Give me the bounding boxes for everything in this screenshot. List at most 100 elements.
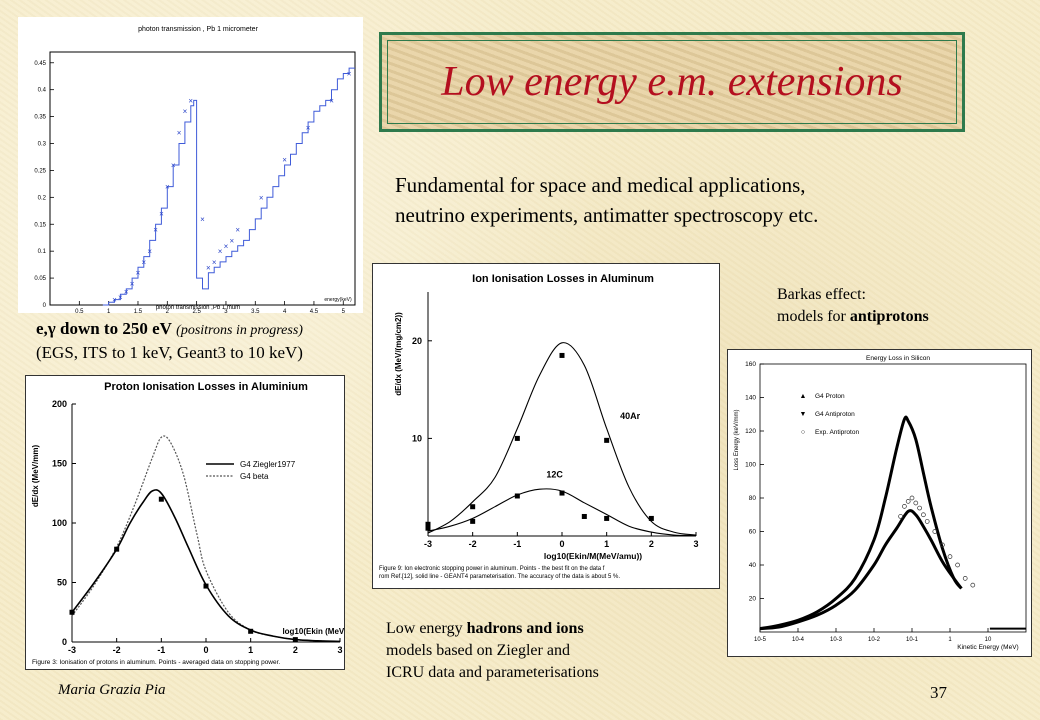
- silicon-y-tick-label: 20: [749, 596, 757, 603]
- photon-caption: e,γ down to 250 eV (positrons in progres…: [36, 318, 303, 364]
- intro-line-1: Fundamental for space and medical applic…: [395, 173, 806, 197]
- proton-x-tick-label: -3: [68, 645, 76, 655]
- photon-x-label: photon transmission ,Pb 1 mum: [156, 305, 240, 311]
- ion-x-tick-label: 1: [604, 539, 609, 549]
- photon-point: ×: [224, 242, 229, 251]
- ion-ar-point: [514, 435, 520, 441]
- footer-author: Maria Grazia Pia: [58, 682, 166, 698]
- photon-y-tick-label: 0.25: [34, 168, 46, 174]
- silicon-exp-point: [955, 562, 960, 568]
- proton-x-tick-label: -2: [113, 645, 121, 655]
- ion-x-tick-label: -1: [513, 539, 521, 549]
- photon-x-tick-label: 3.5: [251, 309, 260, 313]
- photon-x-tick-label: 4.5: [310, 309, 319, 313]
- ion-ar-line: [427, 342, 697, 536]
- silicon-y-tick-label: 40: [749, 562, 757, 569]
- silicon-legend-label: G4 Proton: [815, 393, 845, 400]
- ion-y-label: dE/dx (MeV/(mg/cm2)): [394, 312, 403, 396]
- photon-y-tick-label: 0.3: [38, 142, 47, 148]
- ion-ar-point: [648, 515, 654, 521]
- proton-y-tick-label: 200: [52, 399, 67, 409]
- proton-caption: Figure 3: Ionisation of protons in alumi…: [32, 659, 280, 666]
- proton-ionisation-chart: Proton Ionisation Losses in Aluminium -3 -…: [31, 381, 350, 666]
- hadron-caption: Low energy hadrons and ions models based…: [386, 618, 599, 684]
- photon-y-tick-label: 0.15: [34, 222, 46, 228]
- photon-y-tick-label: 0.35: [34, 115, 46, 121]
- photon-point: ×: [159, 209, 164, 218]
- silicon-exp-point: [932, 529, 938, 534]
- silicon-x-tick-label: 10-5: [754, 637, 767, 643]
- ion-ionisation-chart: Ion Ionisation Losses in Aluminum -3 -2 -1 0…: [379, 273, 699, 580]
- proton-chart-title: Proton Ionisation Losses in Aluminium: [104, 381, 308, 393]
- ion-ionisation-plot: Ion Ionisation Losses in Aluminum -3 -2 -1 0…: [372, 263, 720, 589]
- silicon-y-label: Loss Energy (keV/mm): [734, 409, 740, 470]
- photon-point: ×: [118, 293, 123, 302]
- proton-y-tick-label: 150: [52, 459, 67, 469]
- photon-point: ×: [171, 161, 176, 170]
- barkas-caption: Barkas effect: models for antiprotons: [777, 284, 929, 328]
- ion-x-label: log10(Ekin/M(MeV/amu)): [544, 551, 642, 561]
- silicon-antiproton-line: [759, 509, 963, 631]
- silicon-y-tick-label: 80: [749, 495, 757, 502]
- proton-x-tick-label: 1: [248, 645, 253, 655]
- ion-c-point: [581, 513, 587, 519]
- photon-x-tick-label: 2: [166, 309, 170, 313]
- barkas-line-2-pre: models for: [777, 308, 850, 325]
- photon-point: ×: [112, 296, 117, 305]
- silicon-exp-point: [970, 582, 976, 588]
- silicon-exp-point: [905, 499, 911, 504]
- photon-point: ×: [206, 263, 211, 272]
- proton-x-tick-label: -1: [157, 645, 165, 655]
- silicon-x-tick-label: 10-2: [868, 637, 881, 643]
- silicon-exp-point: [898, 514, 903, 519]
- photon-point: ×: [259, 193, 264, 202]
- silicon-legend-label: G4 Antiproton: [815, 411, 855, 418]
- ion-x-tick-label: 0: [559, 539, 564, 549]
- photon-point: ×: [329, 96, 334, 105]
- photon-y-tick-label: 0.4: [38, 88, 47, 94]
- photon-caption-bold: e,γ down to 250 eV: [36, 319, 172, 338]
- barkas-line-2-bold: antiprotons: [849, 308, 929, 325]
- silicon-frame: [759, 363, 1027, 633]
- photon-point: ×: [177, 129, 182, 138]
- ion-x-tick-label: 2: [649, 539, 654, 549]
- photon-transmission-plot: photon transmission , Pb 1 micrometer pho…: [18, 17, 363, 315]
- silicon-chart-title: Energy Loss in Silicon: [866, 355, 930, 362]
- silicon-exp-point: [962, 576, 968, 581]
- photon-point: ×: [165, 183, 170, 192]
- silicon-exp-point: [902, 504, 907, 509]
- proton-y-tick-label: 100: [52, 518, 67, 528]
- photon-x-tick-label: 3: [224, 309, 228, 313]
- silicon-proton-line: [759, 415, 963, 631]
- silicon-y-tick-label: 120: [745, 428, 756, 435]
- silicon-y-tick-label: 60: [749, 529, 757, 536]
- photon-x-tick-label: 1.5: [134, 309, 143, 313]
- silicon-x-tick-label: 1: [948, 637, 952, 643]
- photon-point: ×: [200, 215, 205, 224]
- page-number: 37: [930, 683, 947, 702]
- proton-x-label: log10(Ekin (MeV)): [282, 627, 344, 636]
- proton-legend-label-2: G4 beta: [240, 472, 269, 481]
- silicon-energy-loss-chart: Energy Loss in Silicon Kinetic Energy (Me…: [734, 355, 1027, 651]
- hadron-line-1-bold: hadrons and ions: [466, 620, 584, 637]
- proton-ionisation-plot: Proton Ionisation Losses in Aluminium -3 -…: [25, 375, 350, 670]
- ion-x-tick-label: -2: [469, 539, 477, 549]
- silicon-exp-point: [940, 542, 945, 548]
- silicon-exp-point: [921, 512, 926, 518]
- proton-legend-label-1: G4 Ziegler1977: [240, 460, 296, 469]
- photon-point: ×: [229, 236, 234, 245]
- silicon-legend-symbol: ▲: [800, 393, 807, 400]
- photon-step-line: [102, 67, 355, 306]
- proton-ziegler-line: [71, 489, 341, 643]
- photon-y-tick-label: 0.2: [38, 195, 47, 201]
- ion-c-point: [425, 525, 431, 531]
- silicon-x-tick-label: 10-1: [906, 637, 919, 643]
- proton-data-point: [292, 637, 298, 643]
- proton-data-point: [158, 496, 164, 502]
- ion-x-tick-label: -3: [424, 539, 432, 549]
- hadron-line-3: ICRU data and parameterisations: [386, 664, 599, 681]
- ion-caption-2: rom Ref.[12], solid line - GEANT4 parame…: [379, 574, 620, 580]
- silicon-exp-point: [947, 554, 953, 559]
- silicon-x-tick-label: 10-3: [830, 637, 843, 643]
- intro-text: Fundamental for space and medical applic…: [395, 170, 818, 230]
